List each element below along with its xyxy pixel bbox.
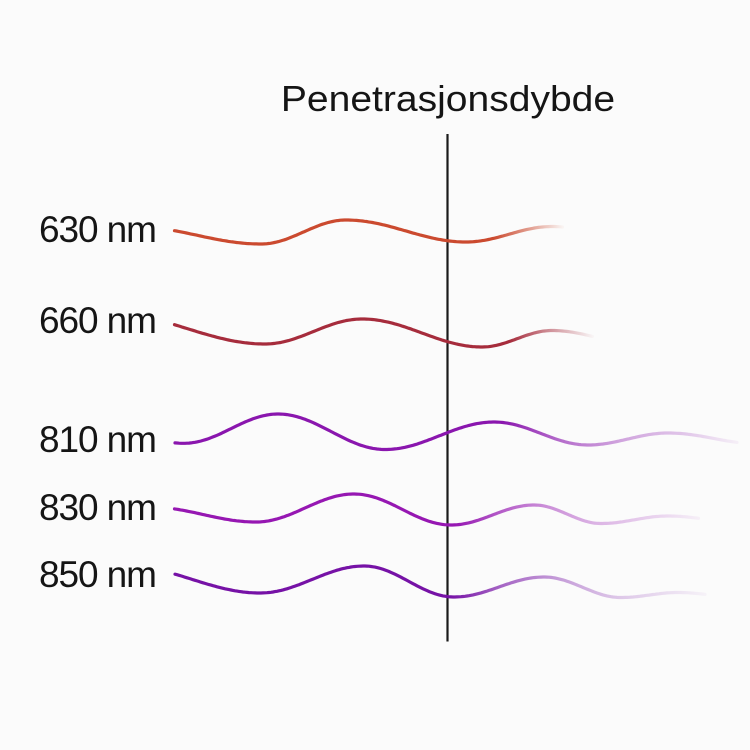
svg-text:630 nm: 630 nm	[39, 209, 157, 250]
svg-text:830 nm: 830 nm	[39, 487, 157, 528]
svg-text:810 nm: 810 nm	[39, 419, 157, 460]
svg-text:660 nm: 660 nm	[39, 300, 157, 341]
svg-text:Penetrasjonsdybde: Penetrasjonsdybde	[281, 79, 615, 120]
svg-text:850 nm: 850 nm	[39, 554, 157, 595]
